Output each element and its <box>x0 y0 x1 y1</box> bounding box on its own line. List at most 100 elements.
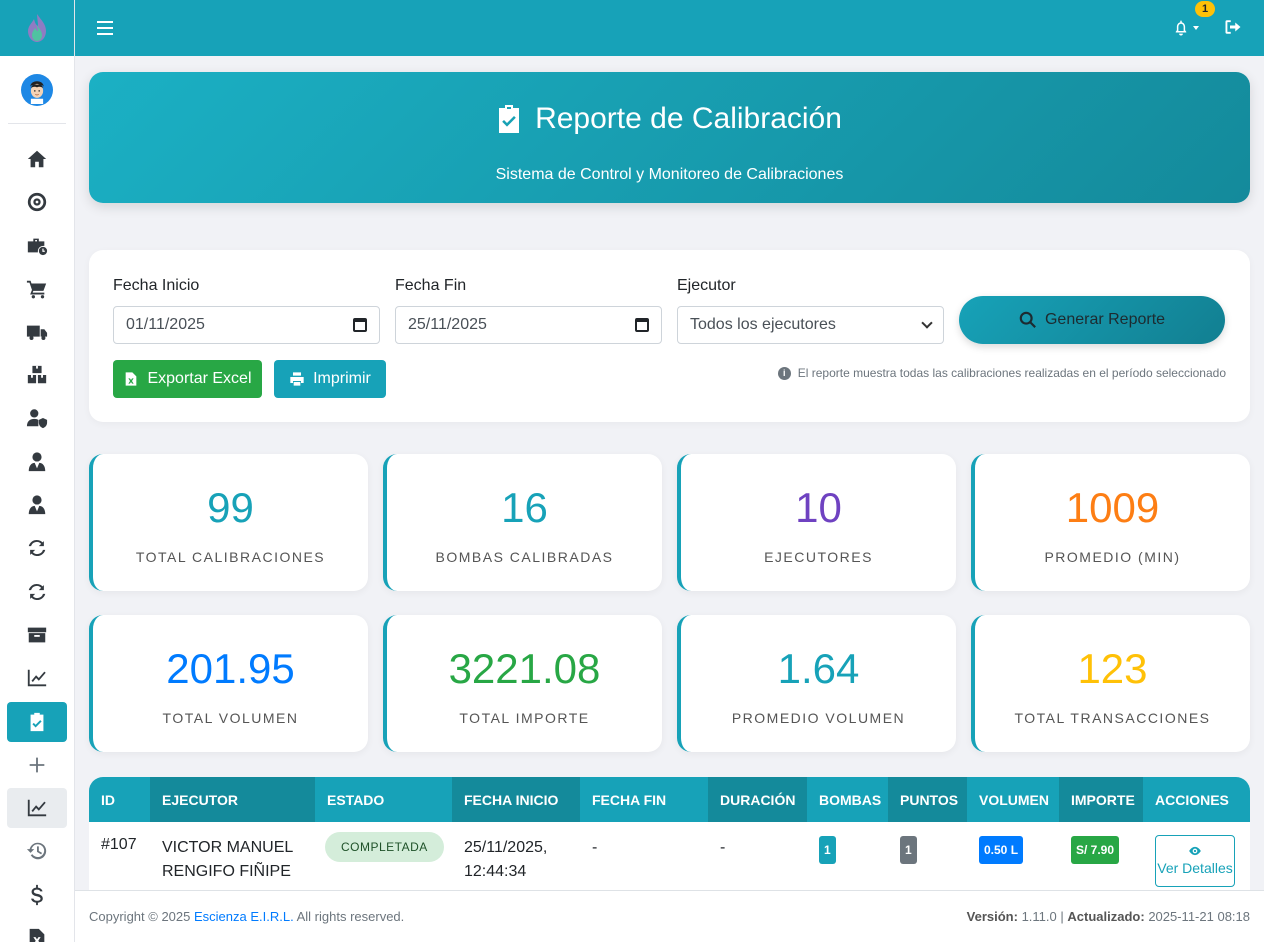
report-info-text: El reporte muestra todas las calibracion… <box>797 366 1226 380</box>
column-header-acciones: ACCIONES <box>1155 791 1229 808</box>
sidebar-item-file-excel[interactable] <box>0 916 74 942</box>
stat-card-total-volumen: 201.95 TOTAL VOLUMEN <box>89 615 368 752</box>
brand-logo[interactable] <box>0 0 74 56</box>
toolbox-clock-icon <box>27 238 48 256</box>
clipboard-check-icon <box>499 105 520 133</box>
sidebar-item-user-tie-2[interactable] <box>0 483 74 526</box>
cell-duracion: - <box>708 822 807 887</box>
sync-icon <box>28 583 46 600</box>
sidebar-item-truck[interactable] <box>0 310 74 353</box>
page-title: Reporte de Calibración <box>535 102 842 135</box>
stat-label: TOTAL VOLUMEN <box>162 710 299 726</box>
sync-icon <box>28 540 46 557</box>
executor-select[interactable]: Todos los ejecutores <box>677 306 944 344</box>
start-date-label: Fecha Inicio <box>113 277 200 294</box>
sidebar-item-toolbox-clock[interactable] <box>0 224 74 267</box>
stat-value: 16 <box>501 484 548 531</box>
start-date-input[interactable]: 01/11/2025 <box>113 306 380 344</box>
sidebar-item-dollar[interactable] <box>0 873 74 916</box>
sidebar-item-box[interactable] <box>0 613 74 656</box>
plus-icon <box>29 757 45 773</box>
stat-label: TOTAL CALIBRACIONES <box>135 549 326 565</box>
ejecutor-name: VICTOR MANUEL RENGIFO FIÑIPE <box>162 839 293 880</box>
copyright-text: Copyright © 2025 <box>89 909 191 924</box>
chart-line-icon <box>27 669 47 687</box>
executor-selected-value: Todos los ejecutores <box>690 316 836 333</box>
user-tie-icon <box>28 495 46 515</box>
topbar: 1 <box>75 0 1264 56</box>
report-header: Reporte de Calibración Sistema de Contro… <box>89 72 1250 203</box>
column-header-ejecutor[interactable]: EJECUTOR <box>150 777 315 822</box>
export-excel-button[interactable]: Exportar Excel <box>113 360 262 398</box>
duracion-value: - <box>720 839 726 856</box>
version-label: Versión: <box>966 909 1018 924</box>
sidebar-item-user-shield[interactable] <box>0 397 74 440</box>
user-tie-icon <box>28 452 46 471</box>
column-header-volumen[interactable]: VOLUMEN <box>979 791 1049 808</box>
updated-label: Actualizado: <box>1067 909 1145 924</box>
notification-count-badge: 1 <box>1195 1 1215 17</box>
start-date-value: 01/11/2025 <box>126 316 205 333</box>
sidebar-item-chart-2[interactable] <box>0 786 74 829</box>
filters-card: Fecha Inicio 01/11/2025 Fecha Fin 25/11/… <box>89 250 1250 422</box>
column-header-fecha-fin[interactable]: FECHA FIN <box>592 791 667 808</box>
calendar-icon[interactable] <box>353 318 367 332</box>
column-header-duracion[interactable]: DURACIÓN <box>708 777 807 822</box>
sidebar-item-target[interactable] <box>0 180 74 223</box>
generate-report-label: Generar Reporte <box>1044 311 1166 328</box>
stat-card-bombas-calibradas: 16 BOMBAS CALIBRADAS <box>383 454 662 591</box>
generate-report-button[interactable]: Generar Reporte <box>959 296 1225 344</box>
end-date-input[interactable]: 25/11/2025 <box>395 306 662 344</box>
logout-button[interactable] <box>1224 18 1244 38</box>
column-header-estado[interactable]: ESTADO <box>327 791 385 808</box>
user-shield-icon <box>26 409 48 429</box>
column-header-puntos[interactable]: PUNTOS <box>888 777 967 822</box>
file-excel-icon <box>126 372 137 386</box>
sidebar-item-history[interactable] <box>0 830 74 873</box>
sidebar-item-chart-1[interactable] <box>0 657 74 700</box>
user-face-icon <box>23 75 51 104</box>
status-badge: COMPLETADA <box>325 832 444 862</box>
company-link[interactable]: Escienza E.I.R.L. <box>193 909 294 924</box>
sidebar-item-home[interactable] <box>0 137 74 180</box>
view-details-label: Ver Detalles <box>1157 860 1233 876</box>
sidebar-item-sync-1[interactable] <box>0 527 74 570</box>
footer-copyright: Copyright © 2025 Escienza E.I.R.L. All r… <box>89 909 404 924</box>
sidebar-item-add[interactable] <box>0 743 74 786</box>
stat-label: PROMEDIO VOLUMEN <box>731 710 906 726</box>
stat-label: TOTAL IMPORTE <box>459 710 590 726</box>
user-avatar-area <box>8 56 66 124</box>
column-header-importe[interactable]: IMPORTE <box>1059 777 1143 822</box>
fecha-fin-value: - <box>592 839 598 856</box>
stat-label: EJECUTORES <box>764 549 873 565</box>
stat-card-ejecutores: 10 EJECUTORES <box>677 454 956 591</box>
stat-card-total-importe: 3221.08 TOTAL IMPORTE <box>383 615 662 752</box>
sidebar-item-calibration-report[interactable] <box>0 700 74 743</box>
column-header-id[interactable]: ID <box>101 791 115 808</box>
fecha-inicio-value: 25/11/2025, 12:44:34 <box>464 839 548 880</box>
puntos-badge: 1 <box>900 836 917 864</box>
cell-ejecutor: VICTOR MANUEL RENGIFO FIÑIPE <box>150 822 315 887</box>
sidebar-item-cart[interactable] <box>0 267 74 310</box>
view-details-button[interactable]: Ver Detalles <box>1155 835 1235 887</box>
menu-toggle-icon[interactable] <box>97 19 113 37</box>
stat-value: 1.64 <box>777 645 860 692</box>
notifications-dropdown[interactable] <box>1172 18 1199 38</box>
avatar[interactable] <box>21 73 53 106</box>
column-header-bombas[interactable]: BOMBAS <box>819 791 882 808</box>
importe-badge: S/ 7.90 <box>1071 836 1120 864</box>
page-title-row: Reporte de Calibración <box>89 102 1250 136</box>
chart-line-icon <box>27 799 47 817</box>
info-circle-icon: i <box>777 366 791 380</box>
sidebar-item-sync-2[interactable] <box>0 570 74 613</box>
stat-label: TOTAL TRANSACCIONES <box>1014 710 1211 726</box>
calendar-icon[interactable] <box>635 318 649 332</box>
updated-value: 2025-11-21 08:18 <box>1148 909 1250 924</box>
sidebar-item-boxes[interactable] <box>0 353 74 396</box>
stat-card-total-calibraciones: 99 TOTAL CALIBRACIONES <box>89 454 368 591</box>
column-header-fecha-inicio[interactable]: FECHA INICIO <box>452 777 580 822</box>
volumen-badge: 0.50 L <box>979 836 1024 864</box>
stat-value: 1009 <box>1065 484 1160 531</box>
sidebar-item-user-tie-1[interactable] <box>0 440 74 483</box>
print-button[interactable]: Imprimir <box>274 360 386 398</box>
